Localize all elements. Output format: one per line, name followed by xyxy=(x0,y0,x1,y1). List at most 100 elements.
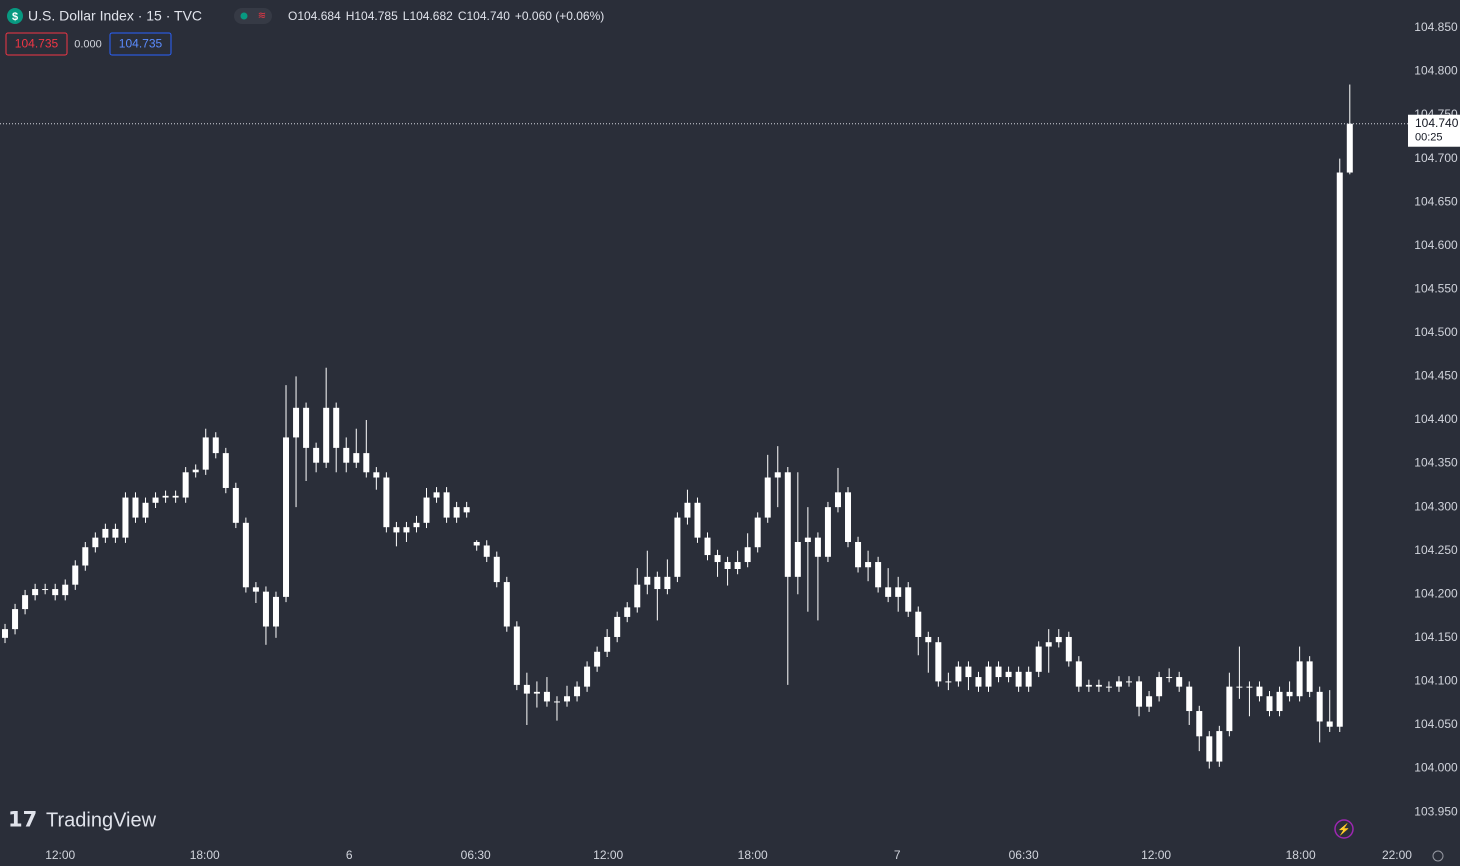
candle-body xyxy=(1336,172,1343,727)
y-tick-label: 104.850 xyxy=(1414,20,1458,34)
candle-body xyxy=(172,495,179,498)
candle-body xyxy=(1146,696,1153,707)
candle-body xyxy=(895,587,902,597)
candle-body xyxy=(222,453,229,488)
candle-body xyxy=(1025,671,1032,687)
y-tick-label: 103.950 xyxy=(1414,804,1458,818)
candle-body xyxy=(1196,711,1203,737)
candle-body xyxy=(704,537,711,556)
candle-body xyxy=(885,587,892,597)
status-pill[interactable] xyxy=(234,8,272,24)
x-tick-label: 18:00 xyxy=(738,848,768,862)
candle-body xyxy=(543,691,550,702)
lightning-button[interactable] xyxy=(1334,819,1354,839)
y-tick-label: 104.050 xyxy=(1414,717,1458,731)
candle-body xyxy=(42,589,49,591)
y-tick-label: 104.150 xyxy=(1414,630,1458,644)
brand-logo[interactable]: TradingView xyxy=(46,809,157,831)
last-price-label: 104.740 xyxy=(1415,116,1459,130)
candle-body xyxy=(1306,661,1313,692)
candle-body xyxy=(694,502,701,538)
candle-body xyxy=(383,477,390,528)
candle-body xyxy=(533,691,540,694)
ohlc-legend: O104.684 H104.785 L104.682 C104.740 +0.060 (… xyxy=(288,9,604,23)
candle-body xyxy=(955,666,962,682)
ohlc-value: C104.740 xyxy=(458,9,510,23)
candle-body xyxy=(654,576,661,590)
candle-body xyxy=(293,407,300,438)
candle-body xyxy=(72,565,79,585)
candle-body xyxy=(985,666,992,687)
candle-body xyxy=(483,545,490,557)
y-tick-label: 104.700 xyxy=(1414,151,1458,165)
x-tick-label: 06:30 xyxy=(1009,848,1039,862)
candle-body xyxy=(32,589,39,596)
delay-status: ≋ xyxy=(258,11,266,22)
candle-body xyxy=(1346,123,1353,173)
candle-body xyxy=(865,562,872,568)
x-tick-label: 12:00 xyxy=(45,848,75,862)
candle-body xyxy=(1316,691,1323,722)
candle-body xyxy=(584,666,591,687)
symbol-icon-glyph: $ xyxy=(12,11,18,23)
candle-body xyxy=(363,453,370,473)
settings-button[interactable] xyxy=(1432,850,1444,862)
ohlc-value: L104.682 xyxy=(403,9,453,23)
candle-body xyxy=(714,555,721,563)
candle-body xyxy=(92,537,99,548)
buy-badge[interactable] xyxy=(109,32,172,56)
candle-body xyxy=(12,609,19,630)
candle-body xyxy=(313,447,320,463)
candle-body xyxy=(192,469,199,473)
symbol-title[interactable]: U.S. Dollar Index · 15 · TVC xyxy=(28,8,202,24)
candle-body xyxy=(262,591,269,627)
candle-body xyxy=(343,447,350,463)
candle-body xyxy=(774,472,781,478)
candle-body xyxy=(1136,681,1143,707)
y-tick-label: 104.300 xyxy=(1414,499,1458,513)
x-tick-label: 7 xyxy=(894,848,901,862)
candle-body xyxy=(734,562,741,570)
candle-body xyxy=(845,492,852,542)
candle-body xyxy=(82,547,89,566)
candle-body xyxy=(1236,686,1243,688)
candle-body xyxy=(162,495,169,498)
candle-body xyxy=(1326,721,1333,727)
candle-body xyxy=(1075,661,1082,687)
y-tick-label: 104.000 xyxy=(1414,761,1458,775)
candle-body xyxy=(1085,684,1092,687)
y-tick-label: 104.400 xyxy=(1414,412,1458,426)
candle-body xyxy=(784,472,791,577)
sell-badge[interactable] xyxy=(5,32,68,56)
x-tick-label: 06:30 xyxy=(461,848,491,862)
candle-body xyxy=(1166,677,1173,679)
candle-body xyxy=(1055,636,1062,643)
candle-body xyxy=(644,576,651,585)
candle-body xyxy=(102,528,109,538)
candle-body xyxy=(975,677,982,687)
ohlc-value: H104.785 xyxy=(346,9,398,23)
symbol-icon xyxy=(7,8,23,24)
candle-body xyxy=(1216,731,1223,762)
candle-body xyxy=(794,541,801,577)
candle-body xyxy=(1186,686,1193,712)
candle-body xyxy=(242,522,249,588)
candle-body xyxy=(1126,681,1133,683)
candle-body xyxy=(814,537,821,557)
candle-body xyxy=(22,595,29,610)
candle-body xyxy=(1286,691,1293,697)
y-tick-label: 104.600 xyxy=(1414,238,1458,252)
candle-body xyxy=(202,437,209,470)
sell-price: 104.735 xyxy=(15,37,59,51)
x-tick-label: 22:00 xyxy=(1382,848,1412,862)
bar-countdown: 00:25 xyxy=(1415,132,1443,144)
y-tick-label: 104.650 xyxy=(1414,194,1458,208)
candle-body xyxy=(252,587,259,592)
candle-body xyxy=(503,582,510,627)
candle-body xyxy=(604,636,611,652)
candle-body xyxy=(212,437,219,454)
candle-body xyxy=(834,492,841,508)
candle-body xyxy=(674,517,681,577)
